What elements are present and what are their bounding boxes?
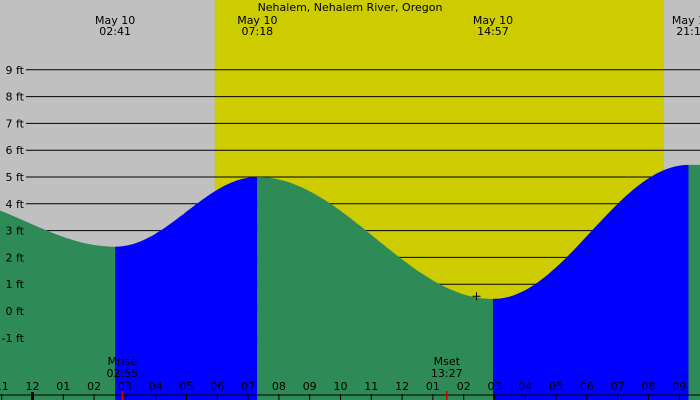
extreme-date-label: May 10 xyxy=(473,14,513,27)
xaxis-layer: 11 12 01 02 03 04 05 06 07 08 09 10 11 12 01 02 03 04 05 06… xyxy=(0,380,700,400)
falling-tide-area xyxy=(688,164,700,400)
hour-tick-label: 09 xyxy=(303,380,317,393)
ytick-label: 0 ft xyxy=(6,305,25,318)
hour-tick-label: 05 xyxy=(180,380,194,393)
hour-tick-label: 03 xyxy=(488,380,502,393)
ytick-label: 2 ft xyxy=(6,251,25,264)
extreme-date-label: May 10 xyxy=(237,14,277,27)
ytick-label: 1 ft xyxy=(6,278,25,291)
moon-event-label: Mrise xyxy=(108,355,138,368)
hour-tick-label: 02 xyxy=(457,380,471,393)
hour-tick-label: 02 xyxy=(87,380,101,393)
rising-tide-area xyxy=(493,164,689,400)
hour-tick-label: 08 xyxy=(642,380,656,393)
extreme-time-label: 02:41 xyxy=(99,25,131,38)
tide-area-layer xyxy=(0,164,700,400)
hour-tick-label: 06 xyxy=(210,380,224,393)
hour-tick-label: 04 xyxy=(149,380,163,393)
moon-event-label: Mset xyxy=(434,355,461,368)
ytick-label-layer: -1 ft 0 ft 1 ft 2 ft 3 ft 4 ft 5 ft 6 ft 7 ft 8 f… xyxy=(2,64,25,345)
hour-tick-label: 05 xyxy=(549,380,563,393)
extreme-time-label: 07:18 xyxy=(241,25,273,38)
hour-tick-label: 08 xyxy=(272,380,286,393)
hour-tick-label: 06 xyxy=(580,380,594,393)
falling-tide-area xyxy=(0,210,116,400)
ytick-label: 9 ft xyxy=(6,64,25,77)
midnight-marker xyxy=(31,392,34,400)
ytick-label: 7 ft xyxy=(6,117,25,130)
extreme-date-label: May 10 xyxy=(95,14,135,27)
ytick-label: 4 ft xyxy=(6,198,25,211)
hour-tick-label: 01 xyxy=(56,380,70,393)
ytick-label: 3 ft xyxy=(6,225,25,238)
hour-tick-label: 01 xyxy=(426,380,440,393)
hour-tick-label: 09 xyxy=(672,380,686,393)
moon-event-time: 13:27 xyxy=(431,367,463,380)
hour-tick-label: 07 xyxy=(241,380,255,393)
extreme-time-label: 14:57 xyxy=(477,25,509,38)
falling-tide-area xyxy=(257,177,493,400)
extreme-time-label: 21:1 xyxy=(676,25,700,38)
extreme-date-label: May 1 xyxy=(672,14,700,27)
moon-event-time: 02:55 xyxy=(106,367,138,380)
hour-tick-label: 10 xyxy=(334,380,348,393)
chart-title: Nehalem, Nehalem River, Oregon xyxy=(258,1,443,14)
hour-tick-label: 11 xyxy=(0,380,9,393)
ytick-label: 6 ft xyxy=(6,144,25,157)
hour-tick-label: 04 xyxy=(518,380,532,393)
rising-tide-area xyxy=(115,177,258,400)
ytick-label: 8 ft xyxy=(6,91,25,104)
hour-tick-label: 03 xyxy=(118,380,132,393)
hour-tick-label: 12 xyxy=(395,380,409,393)
hour-tick-label: 11 xyxy=(364,380,378,393)
hour-tick-label: 12 xyxy=(26,380,40,393)
ytick-label: 5 ft xyxy=(6,171,25,184)
hour-tick-label: 07 xyxy=(611,380,625,393)
ytick-label: -1 ft xyxy=(2,332,25,345)
